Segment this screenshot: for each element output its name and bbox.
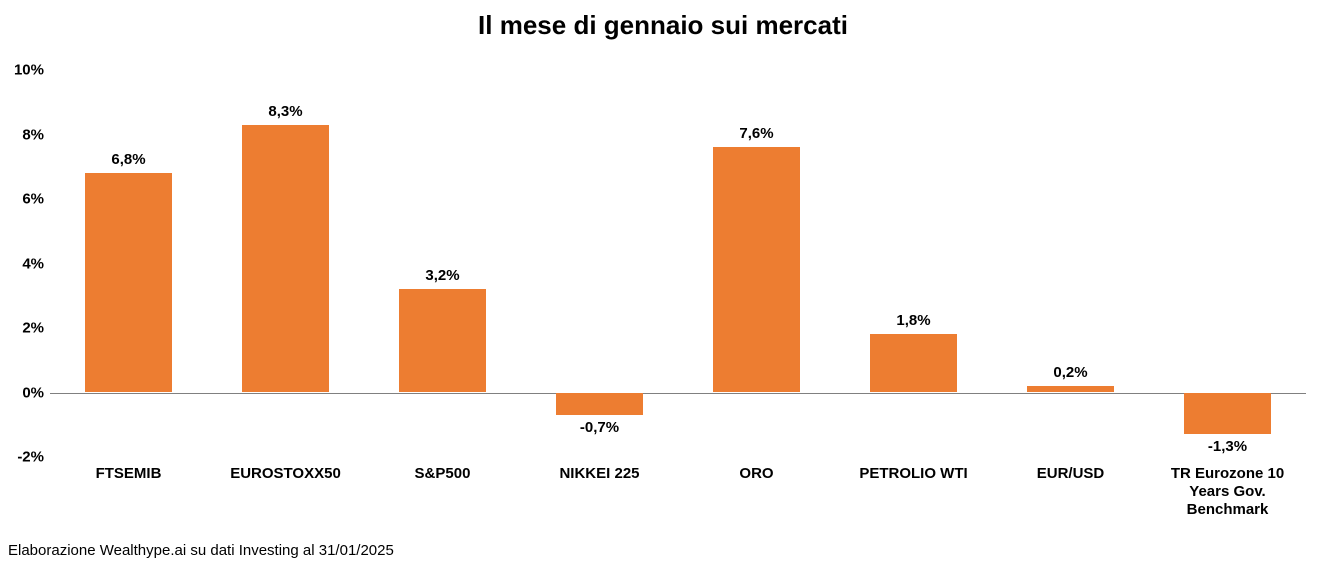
x-axis-label: EUR/USD [996, 465, 1145, 483]
x-axis-label: TR Eurozone 10 Years Gov. Benchmark [1153, 465, 1302, 519]
bar [713, 147, 799, 392]
bar-value-label: 7,6% [739, 125, 773, 142]
bar-value-label: -1,3% [1208, 438, 1247, 455]
y-tick-label: 8% [22, 126, 50, 143]
bar [870, 334, 956, 392]
bar-value-label: 8,3% [268, 103, 302, 120]
bar-value-label: 0,2% [1053, 364, 1087, 381]
x-axis-label: NIKKEI 225 [525, 465, 674, 483]
x-axis-label: FTSEMIB [54, 465, 203, 483]
bar-value-label: -0,7% [580, 419, 619, 436]
bar [1027, 386, 1113, 392]
bar-value-label: 6,8% [111, 151, 145, 168]
zero-line [50, 393, 1306, 394]
y-tick-label: -2% [17, 449, 50, 466]
bar [1184, 393, 1270, 435]
bar [242, 125, 328, 393]
x-axis-label: EUROSTOXX50 [211, 465, 360, 483]
x-axis-label: PETROLIO WTI [839, 465, 988, 483]
chart-container: Il mese di gennaio sui mercati -2%0%2%4%… [0, 0, 1326, 567]
bar [399, 289, 485, 392]
y-tick-label: 2% [22, 320, 50, 337]
source-note: Elaborazione Wealthype.ai su dati Invest… [8, 542, 394, 559]
y-tick-label: 4% [22, 255, 50, 272]
chart-title: Il mese di gennaio sui mercati [0, 0, 1326, 41]
bar-value-label: 1,8% [896, 312, 930, 329]
bar [85, 173, 171, 392]
bar-value-label: 3,2% [425, 267, 459, 284]
x-axis-label: S&P500 [368, 465, 517, 483]
y-tick-label: 0% [22, 384, 50, 401]
y-tick-label: 10% [14, 62, 50, 79]
y-tick-label: 6% [22, 191, 50, 208]
bar [556, 393, 642, 416]
x-axis-label: ORO [682, 465, 831, 483]
plot-area: -2%0%2%4%6%8%10%6,8%FTSEMIB8,3%EUROSTOXX… [50, 70, 1306, 457]
